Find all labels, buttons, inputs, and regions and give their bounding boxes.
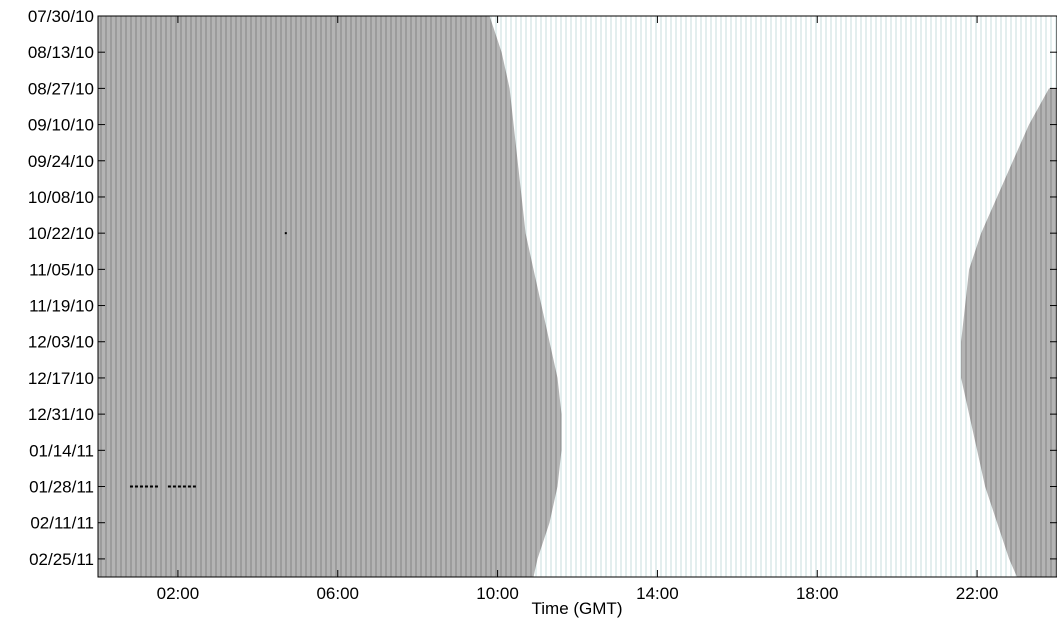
y-tick-label: 09/10/10: [28, 116, 94, 135]
y-tick-label: 10/22/10: [28, 224, 94, 243]
y-tick-label: 11/05/10: [29, 260, 94, 279]
plot-frame: [97, 15, 1057, 578]
y-tick-label: 09/24/10: [28, 152, 94, 171]
data-marks: [129, 232, 287, 488]
data-point: [284, 232, 287, 235]
x-tick-label: 14:00: [636, 584, 679, 603]
x-tick-label: 02:00: [157, 584, 200, 603]
y-tick-label: 02/25/11: [29, 550, 94, 569]
x-axis-title: Time (GMT): [532, 599, 623, 618]
y-tick-label: 01/28/11: [29, 478, 94, 497]
y-tick-label: 11/19/10: [29, 297, 94, 316]
plot-area: [98, 16, 1057, 577]
y-tick-label: 10/08/10: [28, 188, 94, 207]
y-axis: 07/30/10 08/13/10 08/27/10 09/10/10 09/24/10…: [28, 7, 1057, 569]
x-tick-label: 06:00: [316, 584, 359, 603]
y-tick-label: 12/17/10: [28, 369, 94, 388]
x-tick-label: 22:00: [956, 584, 999, 603]
y-tick-label: 08/13/10: [28, 43, 94, 62]
x-tick-label: 18:00: [796, 584, 839, 603]
x-axis: 02:00 06:00 10:00 14:00 18:00 22:00: [157, 16, 999, 603]
y-tick-label: 12/31/10: [28, 405, 94, 424]
y-tick-label: 02/11/11: [30, 514, 94, 533]
x-tick-label: 10:00: [476, 584, 519, 603]
y-tick-label: 01/14/11: [29, 441, 94, 460]
y-tick-label: 07/30/10: [28, 7, 94, 26]
night-region-morning: [98, 16, 562, 577]
y-tick-label: 12/03/10: [28, 333, 94, 352]
y-tick-label: 08/27/10: [28, 79, 94, 98]
night-region-evening: [961, 88, 1057, 577]
